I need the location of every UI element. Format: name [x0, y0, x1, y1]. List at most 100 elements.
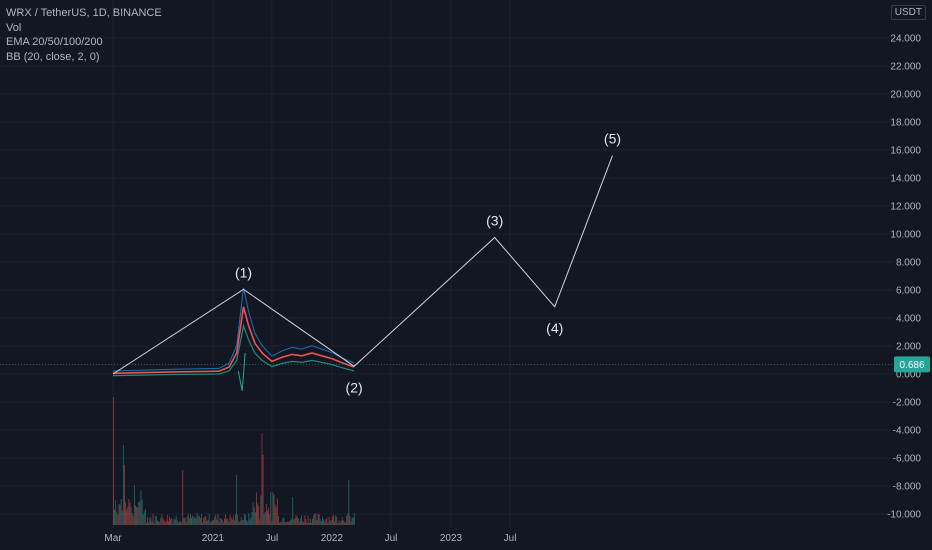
volume-bar: [154, 515, 156, 525]
chart-legend: WRX / TetherUS, 1D, BINANCE Vol EMA 20/5…: [6, 6, 162, 64]
volume-bar: [139, 501, 141, 525]
time-tick-label: 2023: [440, 533, 463, 544]
volume-bar: [330, 520, 332, 525]
volume-bar: [209, 522, 211, 525]
volume-bar: [151, 521, 153, 525]
volume-bar: [315, 513, 317, 525]
volume-bar: [142, 514, 144, 525]
volume-bar: [293, 519, 295, 525]
volume-bar: [232, 515, 234, 525]
volume-bar: [345, 522, 346, 525]
volume-bar: [223, 522, 224, 525]
volume-bar: [149, 518, 151, 525]
volume-bar: [219, 518, 221, 525]
volume-bar: [187, 513, 189, 525]
bollinger-lower: [112, 323, 355, 377]
volume-bar: [179, 522, 180, 525]
legend-bb[interactable]: BB (20, close, 2, 0): [6, 50, 100, 63]
legend-ema[interactable]: EMA 20/50/100/200: [6, 36, 103, 48]
volume-bar: [210, 521, 212, 525]
volume-bar: [253, 507, 255, 525]
volume-bar: [180, 521, 181, 525]
volume-bar: [172, 522, 174, 525]
price-tick-label: -6.000: [893, 454, 922, 465]
wave-label-4: (4): [546, 320, 563, 336]
time-tick-label: 2021: [202, 533, 225, 544]
volume-bar: [351, 517, 353, 525]
volume-bar: [173, 518, 175, 525]
legend-vol[interactable]: Vol: [6, 21, 22, 34]
volume-bar: [152, 514, 154, 525]
volume-bar: [234, 520, 235, 525]
volume-bar: [242, 519, 244, 525]
volume-bar: [304, 515, 306, 525]
volume-bar: [132, 516, 134, 525]
time-axis[interactable]: Mar 2021 Jul 2022 Jul 2023 Jul: [104, 533, 516, 544]
volume-bar: [203, 518, 205, 525]
volume-bar: [114, 509, 115, 525]
volume-bar: [318, 514, 320, 525]
volume-bar: [272, 491, 274, 525]
volume-bar: [162, 518, 164, 525]
volume-bar: [275, 507, 277, 525]
volume-bar: [258, 505, 260, 525]
volume-bar: [289, 521, 290, 525]
volume-bar: [324, 522, 326, 525]
volume-bar: [337, 522, 339, 525]
volume-bar: [206, 520, 208, 525]
legend-symbol[interactable]: WRX / TetherUS, 1D, BINANCE: [6, 7, 162, 19]
volume-bar: [302, 520, 304, 525]
volume-bar: [291, 518, 293, 525]
volume-bar: [249, 519, 251, 525]
volume-bar: [328, 516, 330, 525]
volume-bar: [344, 522, 345, 525]
volume-bar: [303, 521, 305, 525]
wave-line[interactable]: [112, 155, 613, 375]
volume-bar: [256, 492, 257, 525]
volume-bar: [198, 515, 200, 525]
volume-bar: [124, 465, 125, 525]
volume-bar: [235, 514, 236, 525]
volume-bar: [287, 521, 289, 525]
currency-label[interactable]: USDT: [890, 5, 926, 20]
current-price-label: 0.686: [899, 360, 924, 371]
volume-bar: [225, 513, 227, 525]
volume-bar: [146, 522, 147, 525]
price-tick-label: -10.000: [887, 510, 921, 521]
price-tick-label: 6.000: [896, 286, 921, 297]
volume-bar: [201, 514, 202, 525]
volume-bar: [312, 518, 313, 525]
volume-bar: [327, 522, 329, 525]
volume-bar: [257, 503, 258, 525]
volume-bar: [204, 516, 206, 525]
volume-bar: [279, 522, 280, 525]
volume-bar: [353, 513, 355, 525]
volume-bar: [261, 433, 263, 525]
price-axis[interactable]: 24.000 22.000 20.000 18.000 16.000 14.000 12.0…: [887, 34, 930, 521]
time-tick-label: 2022: [321, 533, 344, 544]
volume-bar: [305, 519, 307, 525]
volume-bar: [247, 521, 249, 525]
volume-bar: [170, 518, 172, 525]
volume-bar: [143, 511, 145, 525]
volume-bar: [190, 514, 191, 525]
volume-bar: [216, 519, 218, 525]
volume-bar: [259, 519, 261, 525]
volume-bar: [176, 520, 178, 525]
volume-bar: [148, 522, 150, 525]
volume-bar: [159, 522, 161, 525]
volume-bar: [166, 515, 168, 525]
volume-bar: [185, 521, 187, 525]
price-line: [112, 306, 355, 375]
volume-bar: [311, 522, 312, 525]
volume-bar: [322, 517, 323, 525]
volume-bar: [165, 520, 167, 525]
price-tick-label: 22.000: [890, 62, 921, 73]
volume-bar: [128, 499, 130, 525]
volume-bar: [331, 516, 333, 525]
volume-bar: [155, 516, 157, 525]
volume-bar: [158, 521, 159, 525]
volume-bar: [252, 502, 254, 525]
volume-bar: [133, 485, 135, 525]
